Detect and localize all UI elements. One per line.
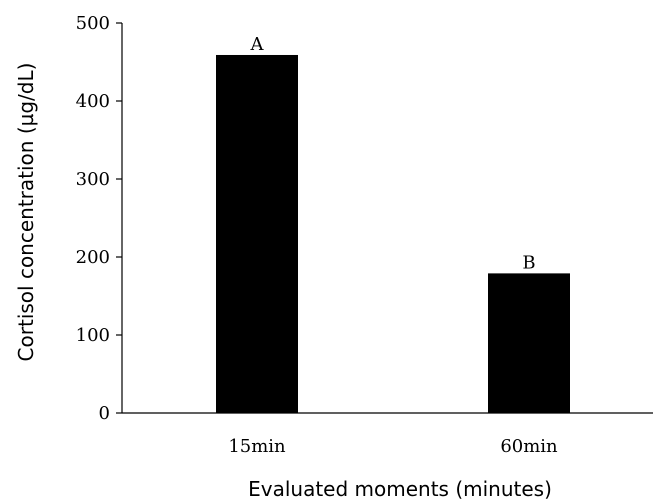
y-tick-label: 400 (76, 91, 110, 112)
bar-significance-label: A (250, 34, 265, 55)
y-axis-title: Cortisol concentration (µg/dL) (14, 63, 38, 362)
bars: AB (216, 34, 570, 413)
y-tick-label: 300 (76, 169, 110, 190)
y-tick-label: 200 (76, 247, 110, 268)
x-axis-title: Evaluated moments (minutes) (248, 477, 552, 501)
bar-15min (216, 54, 298, 413)
y-tick-label: 0 (99, 403, 110, 424)
x-axis: 15min 60min (122, 412, 653, 457)
bar-60min (488, 273, 570, 413)
y-axis: 0 100 200 300 400 500 (76, 13, 123, 424)
x-tick-label: 15min (228, 436, 286, 457)
y-tick-label: 100 (76, 325, 110, 346)
x-tick-label: 60min (500, 436, 558, 457)
y-tick-label: 500 (76, 13, 110, 34)
bar-significance-label: B (522, 252, 535, 273)
